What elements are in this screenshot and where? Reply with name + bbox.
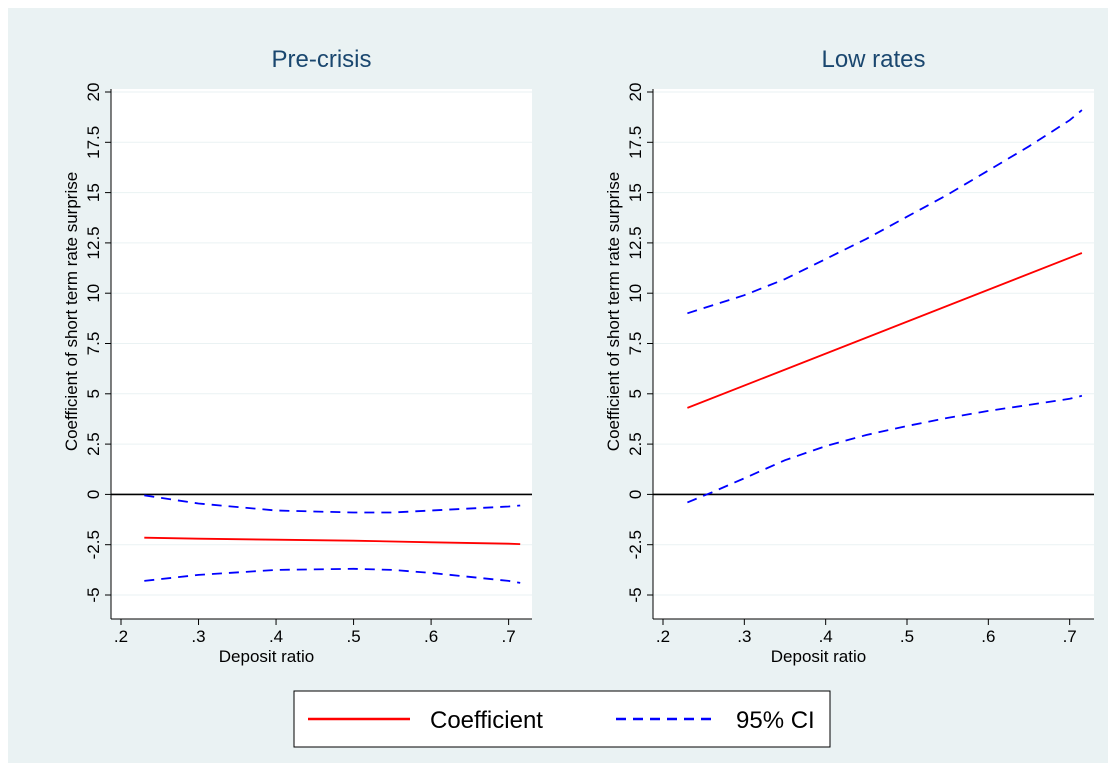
x-tick-label: .5: [346, 627, 360, 646]
y-tick-label: 7.5: [84, 332, 103, 356]
x-tick-label: .4: [819, 627, 833, 646]
panel-title: Low rates: [821, 46, 925, 73]
x-tick-label: .6: [981, 627, 995, 646]
x-tick-label: .4: [269, 627, 283, 646]
panel-low-rates: -5 -2.5 0 2.5 5 7.5 10 12.5 15 17.5 20 .2 .3 .4 .5 .6 .7…: [604, 46, 1094, 666]
legend-label-coefficient: Coefficient: [430, 707, 543, 734]
y-tick-label: 2.5: [84, 432, 103, 456]
y-tick-label: -2.5: [626, 530, 645, 559]
ci-line: [144, 567, 521, 584]
x-tick-label: .6: [424, 627, 438, 646]
x-tick-label: .5: [900, 627, 914, 646]
y-tick-label: 20: [84, 83, 103, 102]
y-axis-label: Coefficient of short term rate surprise: [62, 172, 81, 451]
y-tick-label: 5: [84, 389, 103, 398]
y-tick-label: -5: [626, 587, 645, 602]
ci-line: [144, 494, 521, 514]
y-axis-label: Coefficient of short term rate surprise: [604, 172, 623, 451]
y-tick-label: 12.5: [626, 226, 645, 259]
y-tick-label: 20: [626, 83, 645, 102]
ci-line: [687, 394, 1083, 504]
plot-area: [111, 89, 532, 619]
graph-region: -5 -2.5 0 2.5 5 7.5 10 12.5 15 17.5 20 .2 .3 .4 .5 .6 .7…: [8, 8, 1108, 763]
y-tick-label: 12.5: [84, 226, 103, 259]
y-tick-label: 17.5: [84, 126, 103, 159]
x-tick-label: .3: [737, 627, 751, 646]
x-tick-label: .7: [502, 627, 516, 646]
y-tick-label: -2.5: [84, 530, 103, 559]
plot-area: [653, 89, 1094, 619]
panel-title: Pre-crisis: [272, 46, 372, 73]
y-tick-label: 15: [84, 183, 103, 202]
coefficient-line: [687, 252, 1083, 409]
legend-label-ci: 95% CI: [736, 707, 815, 734]
x-tick-label: .2: [656, 627, 670, 646]
ci-line: [687, 109, 1083, 315]
legend: Coefficient 95% CI: [293, 690, 831, 748]
y-tick-label: 0: [626, 490, 645, 499]
panel-pre-crisis: -5 -2.5 0 2.5 5 7.5 10 12.5 15 17.5 20 .2 .3 .4 .5 .6 .7…: [62, 46, 532, 666]
y-tick-label: -5: [84, 587, 103, 602]
y-tick-label: 10: [84, 284, 103, 303]
y-tick-label: 15: [626, 183, 645, 202]
y-tick-label: 0: [84, 490, 103, 499]
x-tick-label: .7: [1063, 627, 1077, 646]
x-axis-label: Deposit ratio: [219, 647, 314, 666]
coefficient-line: [144, 536, 521, 545]
y-tick-label: 10: [626, 284, 645, 303]
y-tick-label: 7.5: [626, 332, 645, 356]
x-axis-label: Deposit ratio: [771, 647, 866, 666]
chart-canvas: -5 -2.5 0 2.5 5 7.5 10 12.5 15 17.5 20 .2 .3 .4 .5 .6 .7…: [62, 46, 1094, 748]
x-tick-label: .3: [191, 627, 205, 646]
y-tick-label: 2.5: [626, 432, 645, 456]
x-tick-label: .2: [114, 627, 128, 646]
y-tick-label: 17.5: [626, 126, 645, 159]
y-tick-label: 5: [626, 389, 645, 398]
